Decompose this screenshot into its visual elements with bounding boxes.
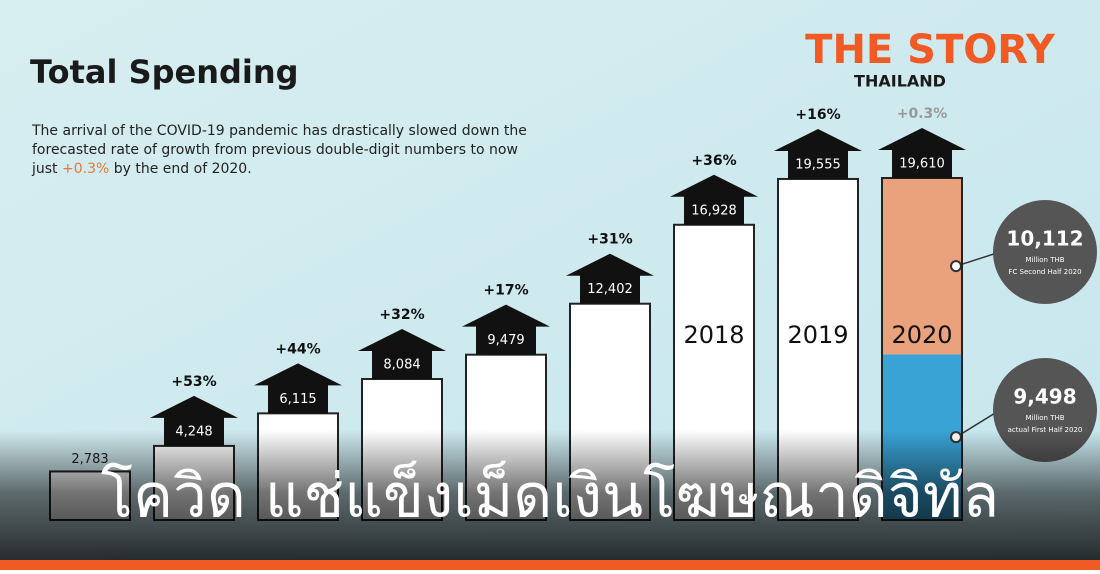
growth-label: +17% [483,283,528,299]
house-box [476,324,536,355]
value-label: 6,115 [279,392,316,407]
description-text: The arrival of the COVID-19 pandemic has… [32,123,527,177]
house-box [268,383,328,414]
house-box [684,194,744,225]
callout-unit: Million THB [1025,256,1064,264]
value-label: 8,084 [383,358,420,373]
growth-label: +32% [379,307,424,323]
growth-label: +0.3% [897,106,948,122]
growth-label: +53% [171,374,216,390]
x-tick-label: 2019 [787,321,848,349]
house-roof [566,253,654,276]
value-label: 19,610 [899,157,945,172]
headline: โควิด แช่แข็งเม็ดเงินโฆษณาดิจิทัล [101,461,999,532]
overlay [0,430,1100,570]
growth-label: +31% [587,232,632,248]
house-roof [150,395,238,418]
callout-value: 10,112 [1006,227,1083,251]
description: The arrival of the COVID-19 pandemic has… [32,122,532,179]
growth-label: +36% [691,153,736,169]
house-box [892,148,952,178]
callout-value: 9,498 [1013,385,1076,409]
house-roof [358,329,446,352]
bottom-bar [0,560,1100,570]
x-tick-label: 2020 [891,321,952,349]
house-roof [774,128,862,151]
value-label: 9,479 [487,333,524,348]
description-text: by the end of 2020. [109,161,252,177]
connector [955,251,1001,267]
growth-label: +16% [795,107,840,123]
value-label: 19,555 [795,157,841,172]
callout [993,200,1097,304]
house-roof [878,128,966,150]
callout-unit: Million THB [1025,414,1064,422]
logo: THE STORY [805,27,1056,73]
value-label: 12,402 [587,282,633,297]
house-box [372,349,432,380]
value-label: 16,928 [691,203,737,218]
bar-segment [882,178,962,355]
logo-sub: THAILAND [854,72,946,91]
house-roof [670,174,758,197]
description-highlight: +0.3% [62,161,110,177]
house-box [788,148,848,179]
x-tick-label: 2018 [683,321,744,349]
house-roof [462,304,550,327]
house-box [580,273,640,304]
growth-label: +44% [275,341,320,357]
house-roof [254,363,342,386]
connector-dot [950,260,962,273]
chart-title: Total Spending [30,53,299,91]
callout-note: FC Second Half 2020 [1008,268,1081,276]
